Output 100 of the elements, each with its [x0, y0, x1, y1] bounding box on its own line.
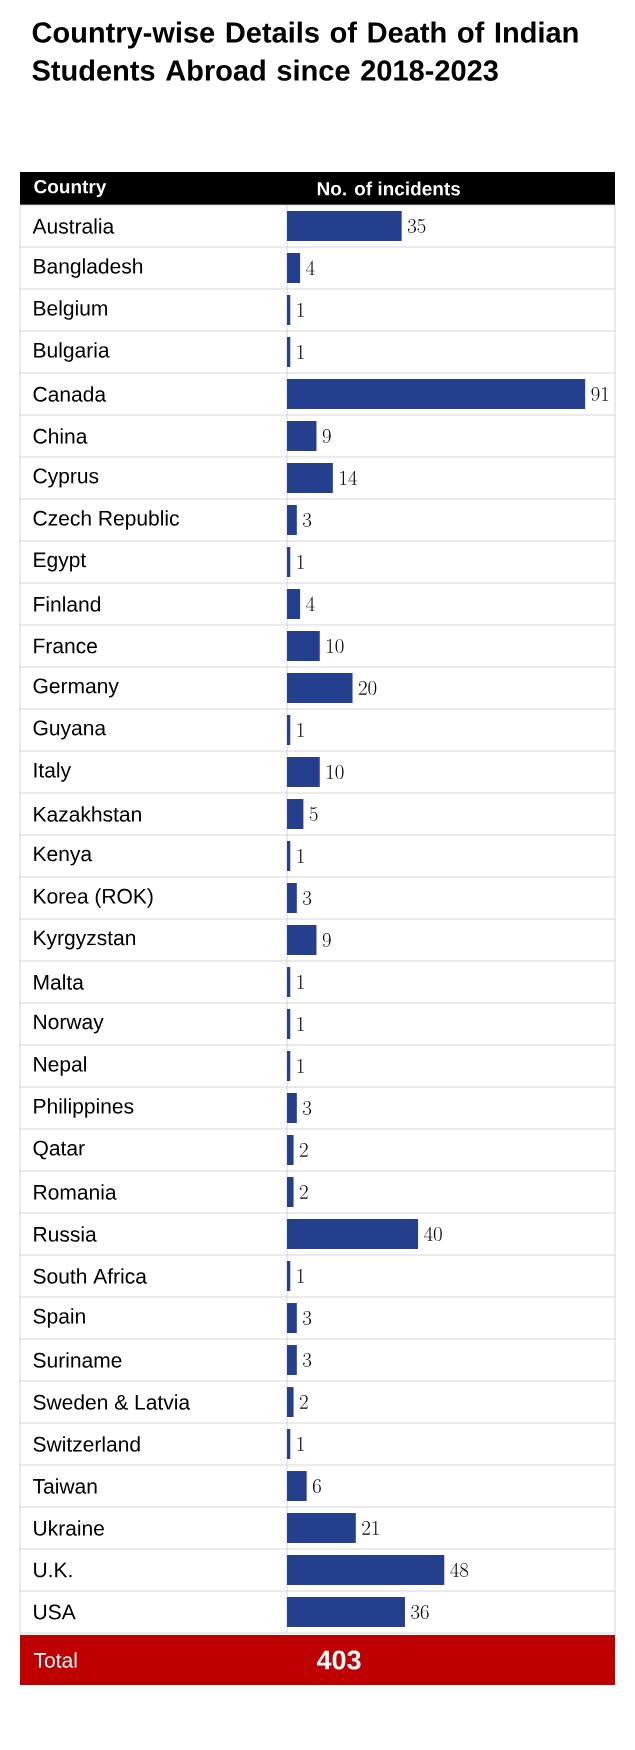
data-label: 1 [297, 1437, 304, 1451]
data-label: 5 [309, 807, 318, 822]
y-tick-label: Canada [33, 386, 107, 402]
bar [287, 757, 320, 788]
data-label: 1 [297, 723, 304, 737]
y-tick-label: Spain [33, 1308, 85, 1328]
data-label: 1 [297, 345, 304, 359]
data-label: 36 [411, 1605, 429, 1620]
y-tick-label: Czech Republic [33, 510, 179, 530]
bar [287, 1261, 291, 1292]
bar [287, 547, 291, 578]
bar [287, 1597, 405, 1628]
data-label: 9 [322, 429, 331, 444]
bar [287, 1093, 297, 1124]
data-label: 1 [297, 555, 304, 569]
bar [287, 631, 320, 662]
y-tick-label: France [34, 638, 97, 654]
bar [287, 799, 304, 830]
y-tick-label: Russia [34, 1226, 97, 1242]
bar [287, 1429, 291, 1460]
bar [287, 1009, 291, 1040]
y-tick-label: Nepal [34, 1056, 86, 1076]
bar [287, 925, 317, 956]
y-tick-label: Finland [34, 596, 101, 612]
y-tick-label: Egypt [34, 552, 87, 572]
y-tick-label: Kyrgyzstan [34, 930, 136, 950]
data-label: 3 [303, 1311, 312, 1326]
y-tick-label: South Africa [33, 1268, 147, 1284]
y-tick-label: Bulgaria [34, 342, 110, 362]
data-label: 91 [591, 387, 609, 402]
y-tick-label: Cyprus [33, 468, 99, 488]
y-tick-label: Korea (ROK) [34, 888, 153, 908]
y-tick-label: China [33, 428, 88, 444]
data-label: 3 [303, 1101, 312, 1116]
y-tick-label: Norway [34, 1014, 104, 1034]
data-label: 4 [306, 260, 315, 275]
data-label: 1 [297, 1269, 304, 1283]
y-tick-label: Guyana [33, 720, 107, 740]
y-tick-label: Romania [34, 1184, 117, 1200]
bar [287, 379, 586, 410]
y-tick-label: Bangladesh [34, 258, 143, 278]
bar [287, 1051, 291, 1082]
bar [287, 715, 291, 746]
data-label: 1 [297, 303, 304, 317]
bar [287, 295, 291, 326]
bar [287, 337, 291, 368]
data-label: 2 [299, 1143, 308, 1157]
data-label: 6 [312, 1479, 321, 1494]
bar [287, 1135, 294, 1166]
data-label: 1 [297, 1017, 304, 1031]
y-tick-label: Sweden & Latvia [33, 1394, 191, 1410]
data-label: 1 [297, 975, 304, 989]
bar [287, 1303, 297, 1334]
bar [287, 463, 333, 494]
y-tick-label: Malta [34, 974, 84, 990]
data-label: 3 [303, 513, 312, 528]
y-tick-label: U.K. [34, 1562, 72, 1578]
data-label: 2 [299, 1395, 308, 1409]
y-tick-label: Switzerland [33, 1436, 140, 1452]
data-label: 48 [450, 1562, 469, 1578]
bar [287, 1219, 419, 1250]
data-label: 21 [362, 1521, 379, 1535]
y-tick-label: Qatar [33, 1140, 85, 1160]
bar [287, 211, 402, 242]
y-tick-label: Kazakhstan [34, 806, 141, 822]
bar [287, 1387, 294, 1418]
y-tick-label: Philippines [34, 1098, 134, 1118]
data-label: 2 [299, 1185, 308, 1199]
bar [287, 673, 353, 704]
bar [287, 421, 317, 452]
bar [287, 589, 301, 620]
bar [287, 1345, 297, 1376]
data-label: 35 [407, 219, 426, 234]
y-tick-label: Belgium [34, 300, 107, 320]
data-label: 3 [303, 1353, 312, 1368]
x-axis-title: No. of incidents [317, 181, 461, 196]
bar [287, 1177, 294, 1208]
data-label: 1 [297, 849, 304, 863]
bar [287, 967, 291, 998]
y-tick-label: Italy [34, 762, 71, 782]
bar [287, 505, 297, 536]
data-label: 20 [358, 681, 377, 696]
data-label: 40 [424, 1226, 442, 1242]
y-tick-label: Australia [32, 218, 115, 234]
y-tick-label: Ukraine [34, 1520, 104, 1536]
y-axis-title: Country [34, 179, 107, 198]
y-tick-label: Suriname [33, 1352, 122, 1368]
bar [287, 253, 301, 284]
data-label: 4 [306, 596, 315, 611]
data-label: 14 [340, 470, 357, 485]
bar [287, 1555, 445, 1586]
bar [287, 883, 297, 914]
data-label: 10 [327, 639, 344, 654]
data-label: 3 [303, 891, 312, 906]
y-tick-label: USA [34, 1604, 76, 1620]
data-label: 10 [327, 765, 344, 780]
y-tick-label: Germany [33, 678, 119, 698]
text: 403 [316, 1650, 361, 1670]
y-tick-label: Taiwan [33, 1478, 97, 1494]
bar [287, 1471, 307, 1502]
